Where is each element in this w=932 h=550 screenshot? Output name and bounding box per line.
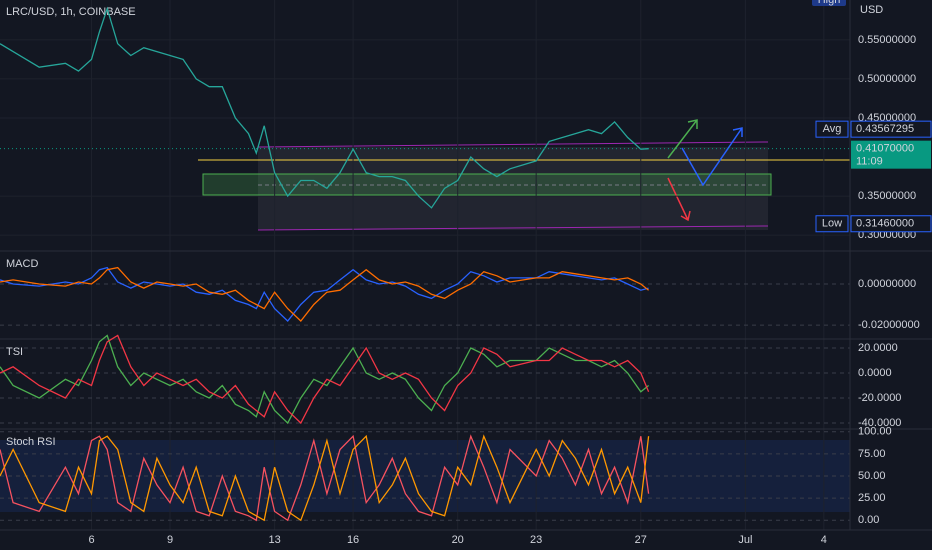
- channel-top: [257, 141, 769, 148]
- price-tag-name-box: [815, 120, 849, 138]
- y-tick-label: 0.50000000: [858, 73, 916, 85]
- series-line: [0, 266, 650, 322]
- y-tick-label: 0.00000000: [858, 278, 916, 290]
- series-line: [0, 266, 649, 322]
- x-tick-label: 20: [452, 534, 464, 546]
- price-tag-name: Low: [822, 218, 842, 230]
- x-tick-label: 27: [635, 534, 647, 546]
- x-tick-label: 16: [347, 534, 359, 546]
- series-line: [0, 6, 649, 209]
- y-tick-label: 25.00: [858, 492, 886, 504]
- price-tag-value: 0.43567295: [856, 123, 914, 135]
- panel-title: Stoch RSI: [6, 436, 56, 448]
- arrow-bounce: [681, 127, 743, 187]
- series-line: [0, 434, 650, 522]
- range-box: [258, 147, 768, 230]
- price-tag-box: [851, 140, 931, 169]
- y-tick-label: 75.00: [858, 448, 886, 460]
- price-tag-name: Avg: [823, 123, 842, 135]
- panel-title: LRC/USD, 1h, COINBASE: [6, 6, 136, 18]
- y-tick-label: -40.0000: [858, 417, 901, 429]
- y-tick-label: 0.55000000: [858, 34, 916, 46]
- support-zone: [202, 173, 772, 196]
- price-tag-box: [850, 120, 932, 138]
- y-tick-label: -20.0000: [858, 392, 901, 404]
- x-tick-label: 13: [268, 534, 280, 546]
- price-tag-name-box: [815, 215, 849, 233]
- high-tag-box: [812, 0, 846, 6]
- y-tick-label: 0.00: [858, 514, 879, 526]
- y-tick-label: 100.00: [858, 426, 892, 438]
- y-tick-label: 0.0000: [858, 367, 892, 379]
- y-tick-label: 20.0000: [858, 342, 898, 354]
- series-line: [0, 334, 650, 425]
- price-tag-box: [850, 215, 932, 233]
- arrow-up: [667, 119, 698, 159]
- x-tick-label: Jul: [738, 534, 752, 546]
- y-tick-label: -0.02000000: [858, 319, 920, 331]
- axis-unit: USD: [860, 4, 883, 16]
- channel-bottom: [257, 225, 769, 231]
- x-tick-label: 6: [88, 534, 94, 546]
- price-tag-value: 0.41070000: [856, 143, 914, 155]
- high-tag: High: [818, 0, 841, 6]
- series-line: [0, 434, 650, 522]
- arrow-down: [667, 177, 691, 222]
- panel-title: TSI: [6, 346, 23, 358]
- y-tick-label: 0.35000000: [858, 190, 916, 202]
- price-tag-value: 0.31460000: [856, 218, 914, 230]
- x-tick-label: 9: [167, 534, 173, 546]
- x-tick-label: 23: [530, 534, 542, 546]
- y-tick-label: 50.00: [858, 470, 886, 482]
- price-tag-time: 11:09: [856, 156, 883, 168]
- series-line: [0, 334, 650, 425]
- x-tick-label: 4: [821, 534, 827, 546]
- panel-title: MACD: [6, 258, 38, 270]
